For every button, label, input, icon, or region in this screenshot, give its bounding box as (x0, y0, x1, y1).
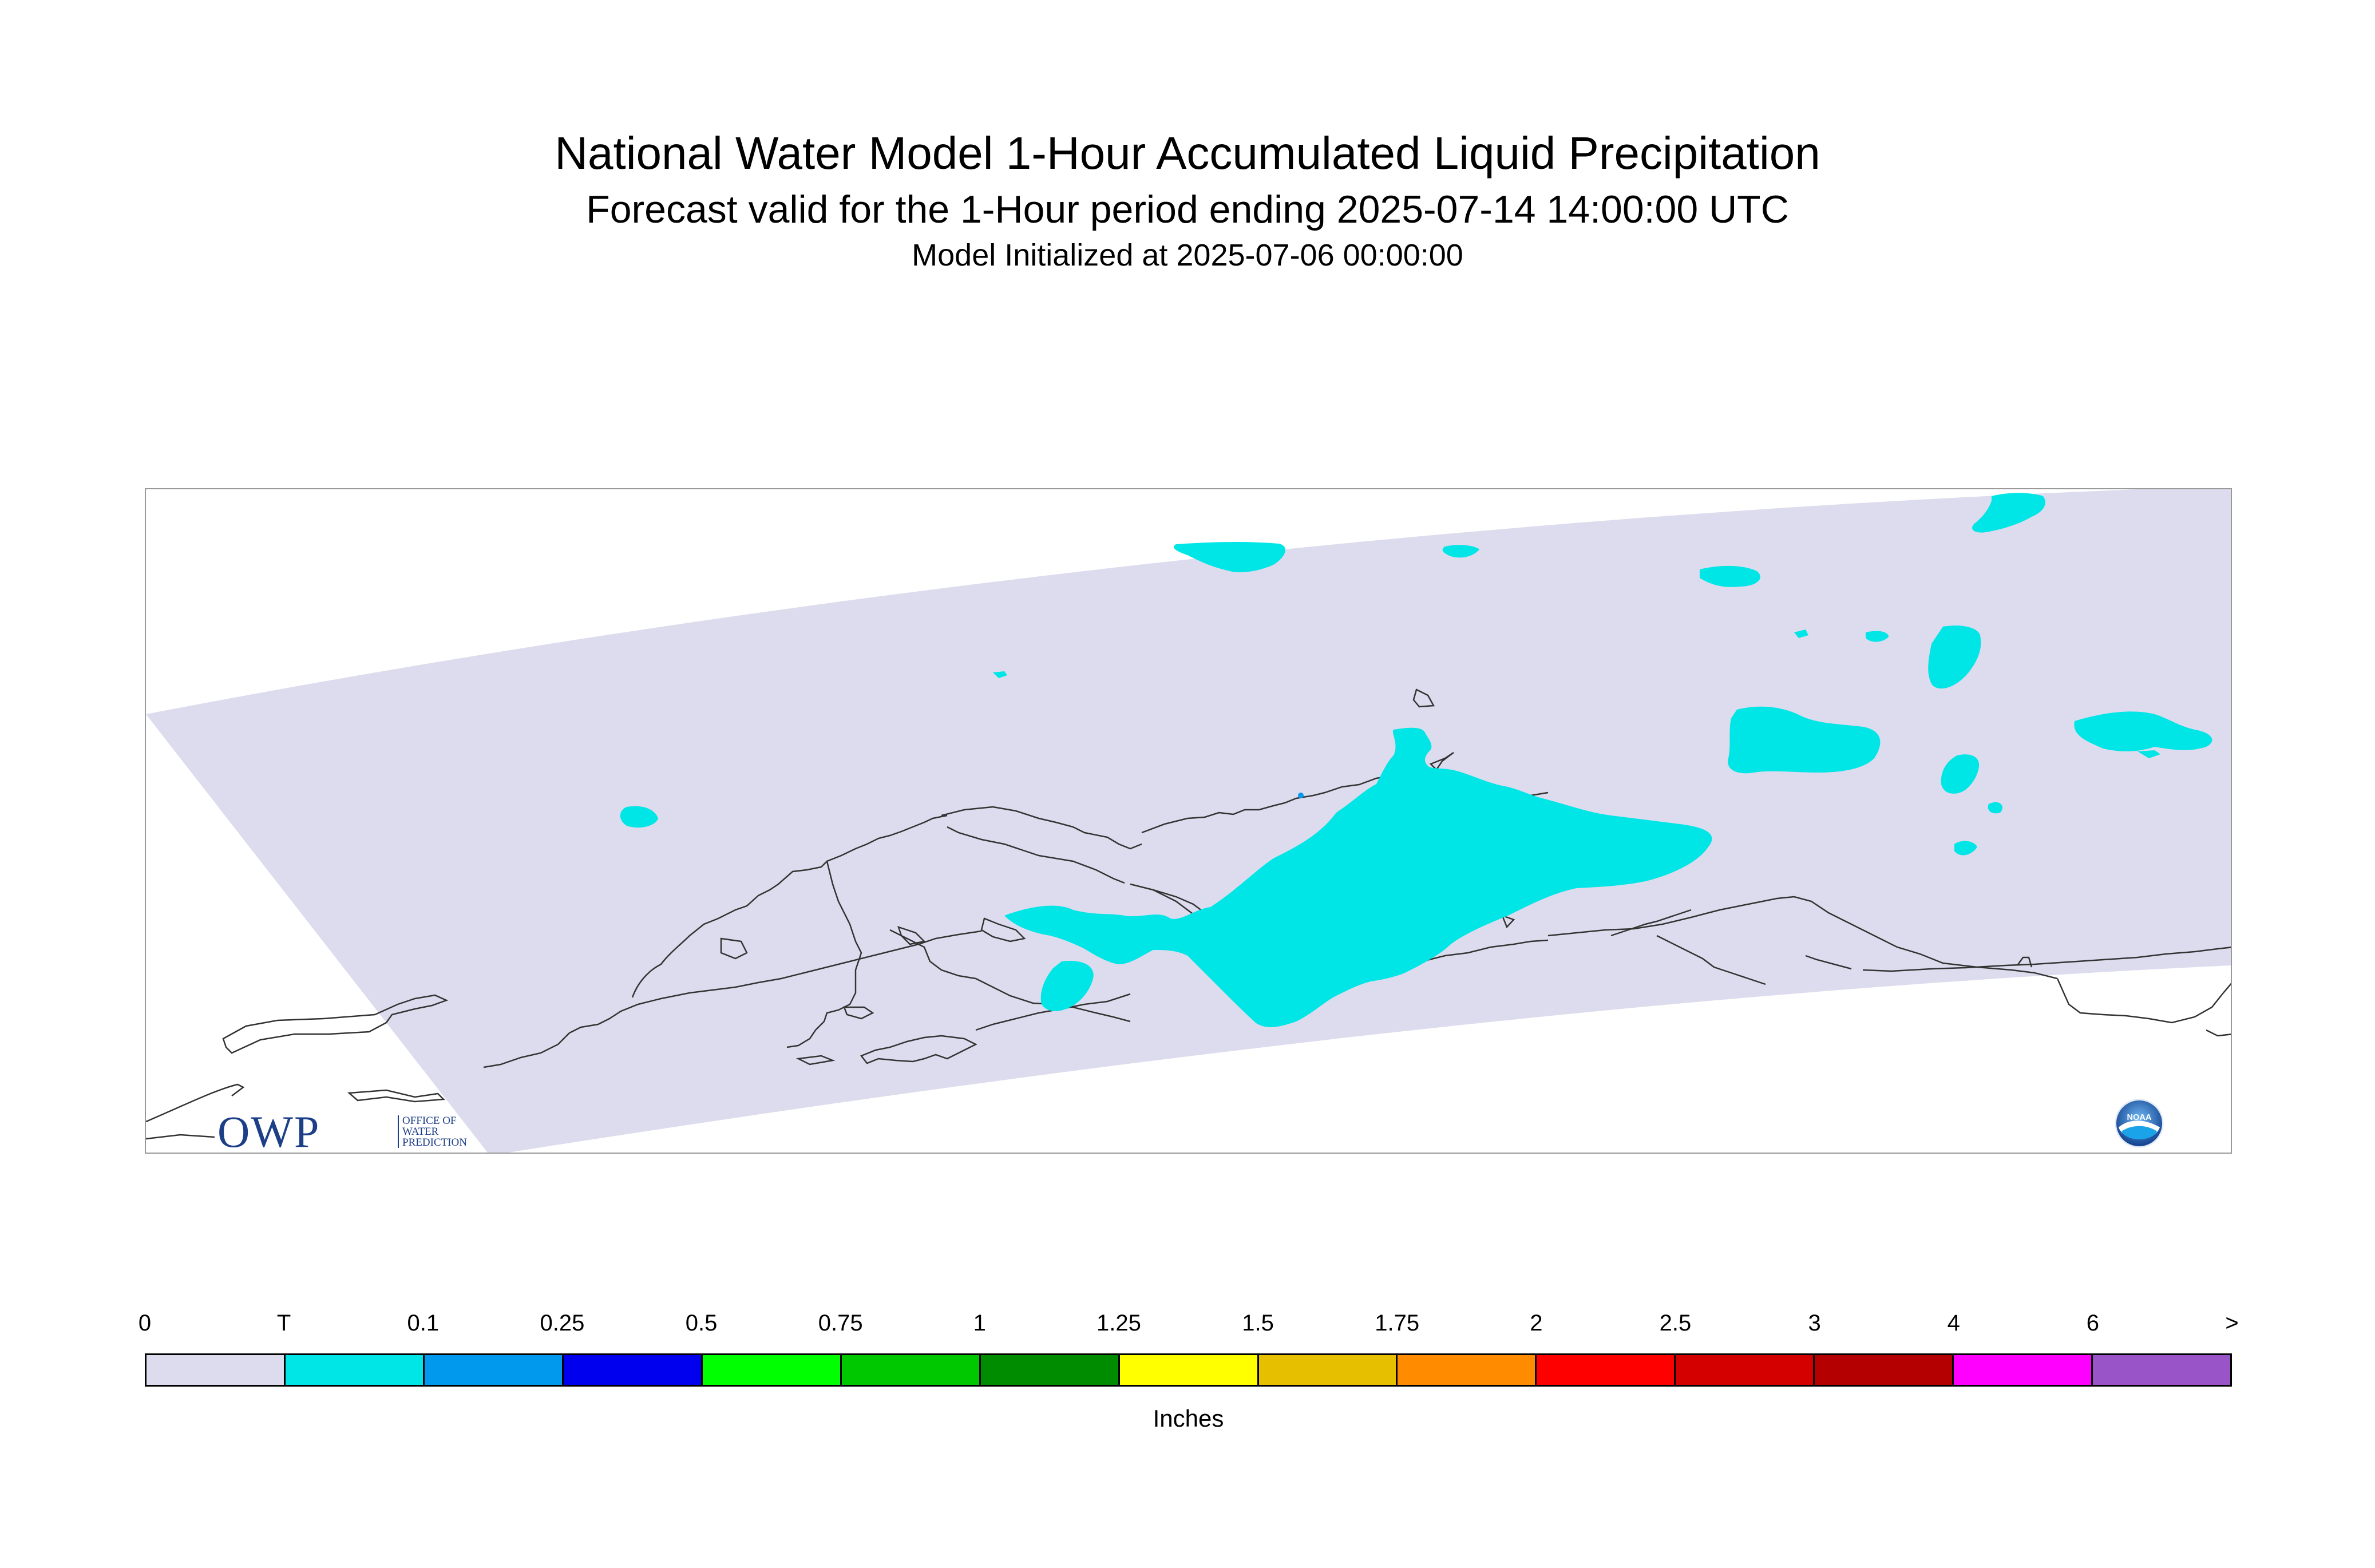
legend-tick-label: 0.75 (818, 1310, 863, 1336)
legend-swatch-7 (1119, 1355, 1259, 1385)
legend-swatch-12 (1815, 1355, 1954, 1385)
forecast-valid-subtitle: Forecast valid for the 1-Hour period end… (586, 188, 1789, 231)
legend-tick-label: 0.25 (540, 1310, 585, 1336)
legend-swatches (145, 1353, 2232, 1387)
map-title: National Water Model 1-Hour Accumulated … (555, 128, 1820, 179)
legend-tick-label: T (276, 1310, 291, 1336)
legend-tick-label: 2 (1530, 1310, 1543, 1336)
owp-logo-text: OFFICE OF WATER PREDICTION (398, 1115, 494, 1148)
legend-swatch-6 (980, 1355, 1120, 1385)
map-panel: OWP OFFICE OF WATER PREDICTION NOAA (145, 488, 2232, 1154)
legend-tick-label: 1.75 (1375, 1310, 1420, 1336)
legend-tick-label: 1 (973, 1310, 986, 1336)
legend-tick-label: 2.5 (1659, 1310, 1692, 1336)
legend-swatch-2 (424, 1355, 564, 1385)
legend-tick-label: 1.25 (1096, 1310, 1141, 1336)
legend-swatch-8 (1258, 1355, 1398, 1385)
legend-swatch-5 (841, 1355, 981, 1385)
precipitation-map (146, 489, 2231, 1153)
noaa-logo-text: NOAA (2127, 1113, 2151, 1122)
model-domain (146, 489, 2231, 1153)
legend-swatch-14 (2093, 1355, 2231, 1385)
legend-swatch-0 (147, 1355, 286, 1385)
legend-tick-label: 1.5 (1242, 1310, 1274, 1336)
legend-swatch-3 (563, 1355, 703, 1385)
legend-tick-label: 0 (138, 1310, 152, 1336)
legend-tick-label: 6 (2086, 1310, 2099, 1336)
precip-areas (620, 493, 2212, 1028)
legend-swatch-13 (1954, 1355, 2093, 1385)
legend-tick-label: 3 (1808, 1310, 1821, 1336)
legend-swatch-1 (285, 1355, 425, 1385)
legend-swatch-4 (702, 1355, 842, 1385)
owp-logo-letters: OWP (217, 1107, 320, 1154)
legend-tick-label: 4 (1947, 1310, 1960, 1336)
precip-cell-0.1 (1298, 793, 1304, 798)
legend-swatch-10 (1537, 1355, 1676, 1385)
legend-swatch-11 (1676, 1355, 1815, 1385)
legend-tick-label: > (2225, 1310, 2239, 1336)
noaa-logo: NOAA (2115, 1099, 2164, 1148)
color-legend: 0 T 0.1 0.25 0.5 0.75 1 1.25 1.5 1.75 2 2.5 3 4 6 > Inc… (138, 1310, 2239, 1448)
legend-tick-label: 0.5 (685, 1310, 718, 1336)
legend-swatch-9 (1398, 1355, 1537, 1385)
legend-tick-label: 0.1 (407, 1310, 440, 1336)
model-initialized-text: Model Initialized at 2025-07-06 00:00:00 (912, 238, 1463, 272)
legend-units: Inches (1153, 1405, 1224, 1432)
